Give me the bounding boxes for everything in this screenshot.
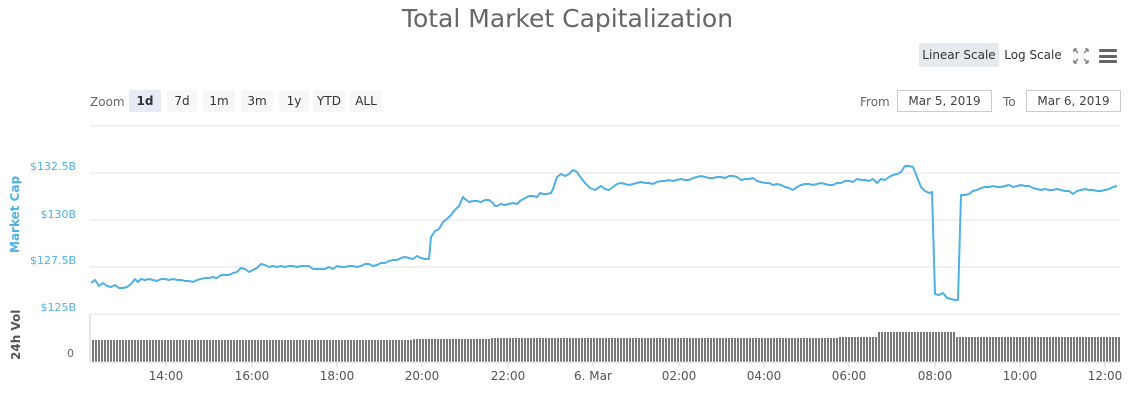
x-tick-label: 18:00 [319, 369, 355, 383]
zoom-label: Zoom [90, 95, 125, 109]
volume-tick-label: 0 [67, 347, 74, 360]
fullscreen-icon[interactable] [1073, 48, 1089, 64]
zoom-3m-button[interactable]: 3m [241, 90, 273, 112]
to-label: To [1003, 95, 1016, 109]
x-tick-label: 06:00 [831, 369, 867, 383]
x-tick-label: 14:00 [148, 369, 184, 383]
to-date-input[interactable]: Mar 6, 2019 [1026, 90, 1121, 112]
x-tick-label: 6. Mar [574, 369, 612, 383]
zoom-ytd-button[interactable]: YTD [313, 90, 345, 112]
zoom-all-button[interactable]: ALL [350, 90, 382, 112]
x-tick-label: 12:00 [1087, 369, 1123, 383]
x-tick-label: 02:00 [661, 369, 697, 383]
x-tick-label: 22:00 [490, 369, 526, 383]
grid-lines [90, 125, 1120, 315]
log-scale-button[interactable]: Log Scale [1004, 48, 1062, 62]
y-tick-label: $130B [40, 208, 76, 221]
x-tick-label: 04:00 [746, 369, 782, 383]
y-tick-label: $132.5B [29, 160, 76, 173]
from-date-input[interactable]: Mar 5, 2019 [897, 90, 992, 112]
x-tick-label: 16:00 [234, 369, 270, 383]
zoom-1m-button[interactable]: 1m [203, 90, 235, 112]
y-tick-label: $127.5B [29, 254, 76, 267]
x-tick-label: 08:00 [917, 369, 953, 383]
zoom-1d-button[interactable]: 1d [129, 90, 161, 112]
y-tick-label: $125B [40, 301, 76, 314]
zoom-7d-button[interactable]: 7d [167, 90, 197, 112]
zoom-1y-button[interactable]: 1y [279, 90, 309, 112]
x-axis-ticks [165, 362, 1106, 367]
linear-scale-button[interactable]: Linear Scale [919, 43, 999, 67]
x-tick-label: 20:00 [404, 369, 440, 383]
market-cap-line[interactable] [90, 165, 1118, 301]
from-label: From [860, 95, 890, 109]
volume-bars [92, 332, 1120, 362]
x-tick-label: 10:00 [1002, 369, 1038, 383]
hamburger-menu-icon[interactable] [1099, 49, 1117, 63]
chart-title: Total Market Capitalization [401, 4, 734, 33]
